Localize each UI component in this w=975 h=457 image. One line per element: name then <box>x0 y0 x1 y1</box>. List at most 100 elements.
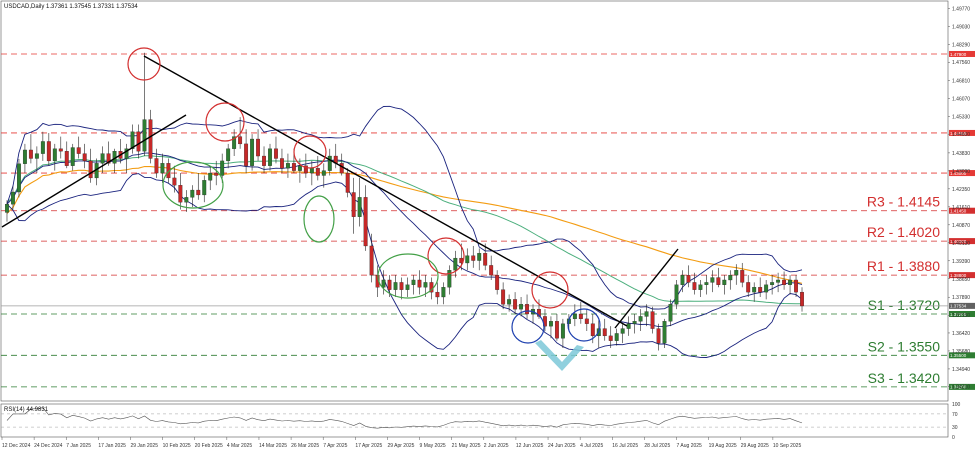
date-tick-label: 29 Aug 2025 <box>741 443 769 449</box>
date-tick-label: 14 Mar 2025 <box>259 443 287 449</box>
price-tick-label: 1.41610 <box>952 205 970 211</box>
candle <box>549 316 553 339</box>
candle <box>477 248 482 271</box>
candle <box>58 136 63 159</box>
price-tick-label: 1.38650 <box>952 277 970 283</box>
candle <box>764 279 769 300</box>
candle <box>405 277 410 297</box>
level-tag-s3: 1.34200 <box>949 383 975 390</box>
candle <box>321 163 326 188</box>
candle <box>704 275 709 295</box>
candle <box>471 245 476 268</box>
candle <box>662 318 667 349</box>
price-tick-label: 1.49770 <box>952 7 970 13</box>
candle <box>560 318 565 349</box>
level-tag-r3: 1.41450 <box>949 207 975 214</box>
candle <box>184 190 189 212</box>
candle <box>303 153 308 178</box>
date-tick-label: 26 Mar 2025 <box>291 443 319 449</box>
candle <box>584 309 589 332</box>
candle <box>794 275 798 297</box>
trendline-resistance <box>143 55 628 327</box>
chart-header: USDCAD,Daily 1.37361 1.37545 1.37331 1.3… <box>4 4 138 10</box>
green-ellipse-marker <box>377 253 439 299</box>
level-tag-text: 1.34200 <box>950 385 967 390</box>
candle <box>262 146 266 174</box>
rsi-tick-label: 30 <box>952 425 958 431</box>
date-tick-label: 16 Jul 2025 <box>612 443 638 449</box>
level-tag-r1: 1.38800 <box>949 272 975 279</box>
level-tag-r2: 1.40200 <box>949 238 975 245</box>
level-tag-s2: 1.35500 <box>949 352 975 359</box>
candle <box>17 158 21 198</box>
candle <box>363 185 368 251</box>
candle <box>752 282 757 302</box>
moving-average-slow <box>6 165 803 284</box>
candle <box>453 250 458 278</box>
level-label-r3: R3 - 1.4145 <box>867 194 940 210</box>
candle <box>740 262 745 288</box>
candle <box>124 143 129 174</box>
level-label-s3: S3 - 1.3420 <box>868 370 941 386</box>
level-tag-text: 1.38800 <box>950 273 967 278</box>
candle <box>513 292 518 315</box>
candle <box>244 129 249 174</box>
date-tick-label: 29 Jan 2025 <box>130 443 158 449</box>
candle <box>76 136 81 159</box>
date-tick-label: 24 Dec 2024 <box>34 443 63 449</box>
candle <box>722 275 727 295</box>
level-label-s2: S2 - 1.3550 <box>868 338 941 354</box>
candle <box>208 165 213 191</box>
date-tick-label: 17 Jan 2025 <box>98 443 126 449</box>
candle <box>602 318 607 341</box>
red-circle-marker <box>427 237 465 275</box>
date-tick-label: 28 Jul 2025 <box>644 443 670 449</box>
level-tag-text: 1.37200 <box>950 312 967 317</box>
level-label-r1: R1 - 1.3880 <box>867 258 940 274</box>
candle <box>214 160 219 186</box>
candle <box>501 282 506 310</box>
candle <box>142 52 147 157</box>
candle <box>800 287 804 312</box>
candle <box>381 270 386 295</box>
candle <box>190 185 195 208</box>
date-tick-label: 21 May 2025 <box>452 443 481 449</box>
candle <box>46 132 51 166</box>
candle <box>770 275 775 295</box>
rsi-tick-label: 70 <box>952 412 958 418</box>
candle <box>746 275 751 297</box>
candle <box>369 233 374 283</box>
price-tick-label: 1.34940 <box>952 367 970 373</box>
candle <box>70 143 75 171</box>
date-tick-label: 10 Feb 2025 <box>163 443 191 449</box>
candle <box>315 156 320 181</box>
candle <box>608 326 613 349</box>
candle <box>788 275 792 295</box>
candle <box>686 265 691 288</box>
candle <box>130 124 135 154</box>
price-tick-label: 1.49030 <box>952 25 970 31</box>
rsi-panel <box>0 403 949 438</box>
moving-average-mid <box>6 155 802 305</box>
candle <box>447 265 452 295</box>
candle <box>572 304 577 327</box>
candle <box>393 275 398 297</box>
candle <box>782 271 787 290</box>
bollinger-lower <box>6 173 803 358</box>
candle <box>327 148 332 176</box>
candle <box>411 275 416 295</box>
level-tag-text: 1.43000 <box>950 171 967 176</box>
date-tick-label: 2 Jun 2025 <box>484 443 509 449</box>
bollinger-middle <box>6 152 803 328</box>
candle <box>483 243 488 271</box>
candle <box>280 148 284 174</box>
trendline-breakout <box>614 248 679 329</box>
price-tick-label: 1.37150 <box>952 313 970 319</box>
candle <box>172 165 177 193</box>
candle <box>100 146 105 174</box>
candle <box>11 186 15 210</box>
price-tick-label: 1.40870 <box>952 223 970 229</box>
level-tag-text: 1.35500 <box>950 353 967 358</box>
date-tick-label: 17 Apr 2025 <box>355 443 382 449</box>
